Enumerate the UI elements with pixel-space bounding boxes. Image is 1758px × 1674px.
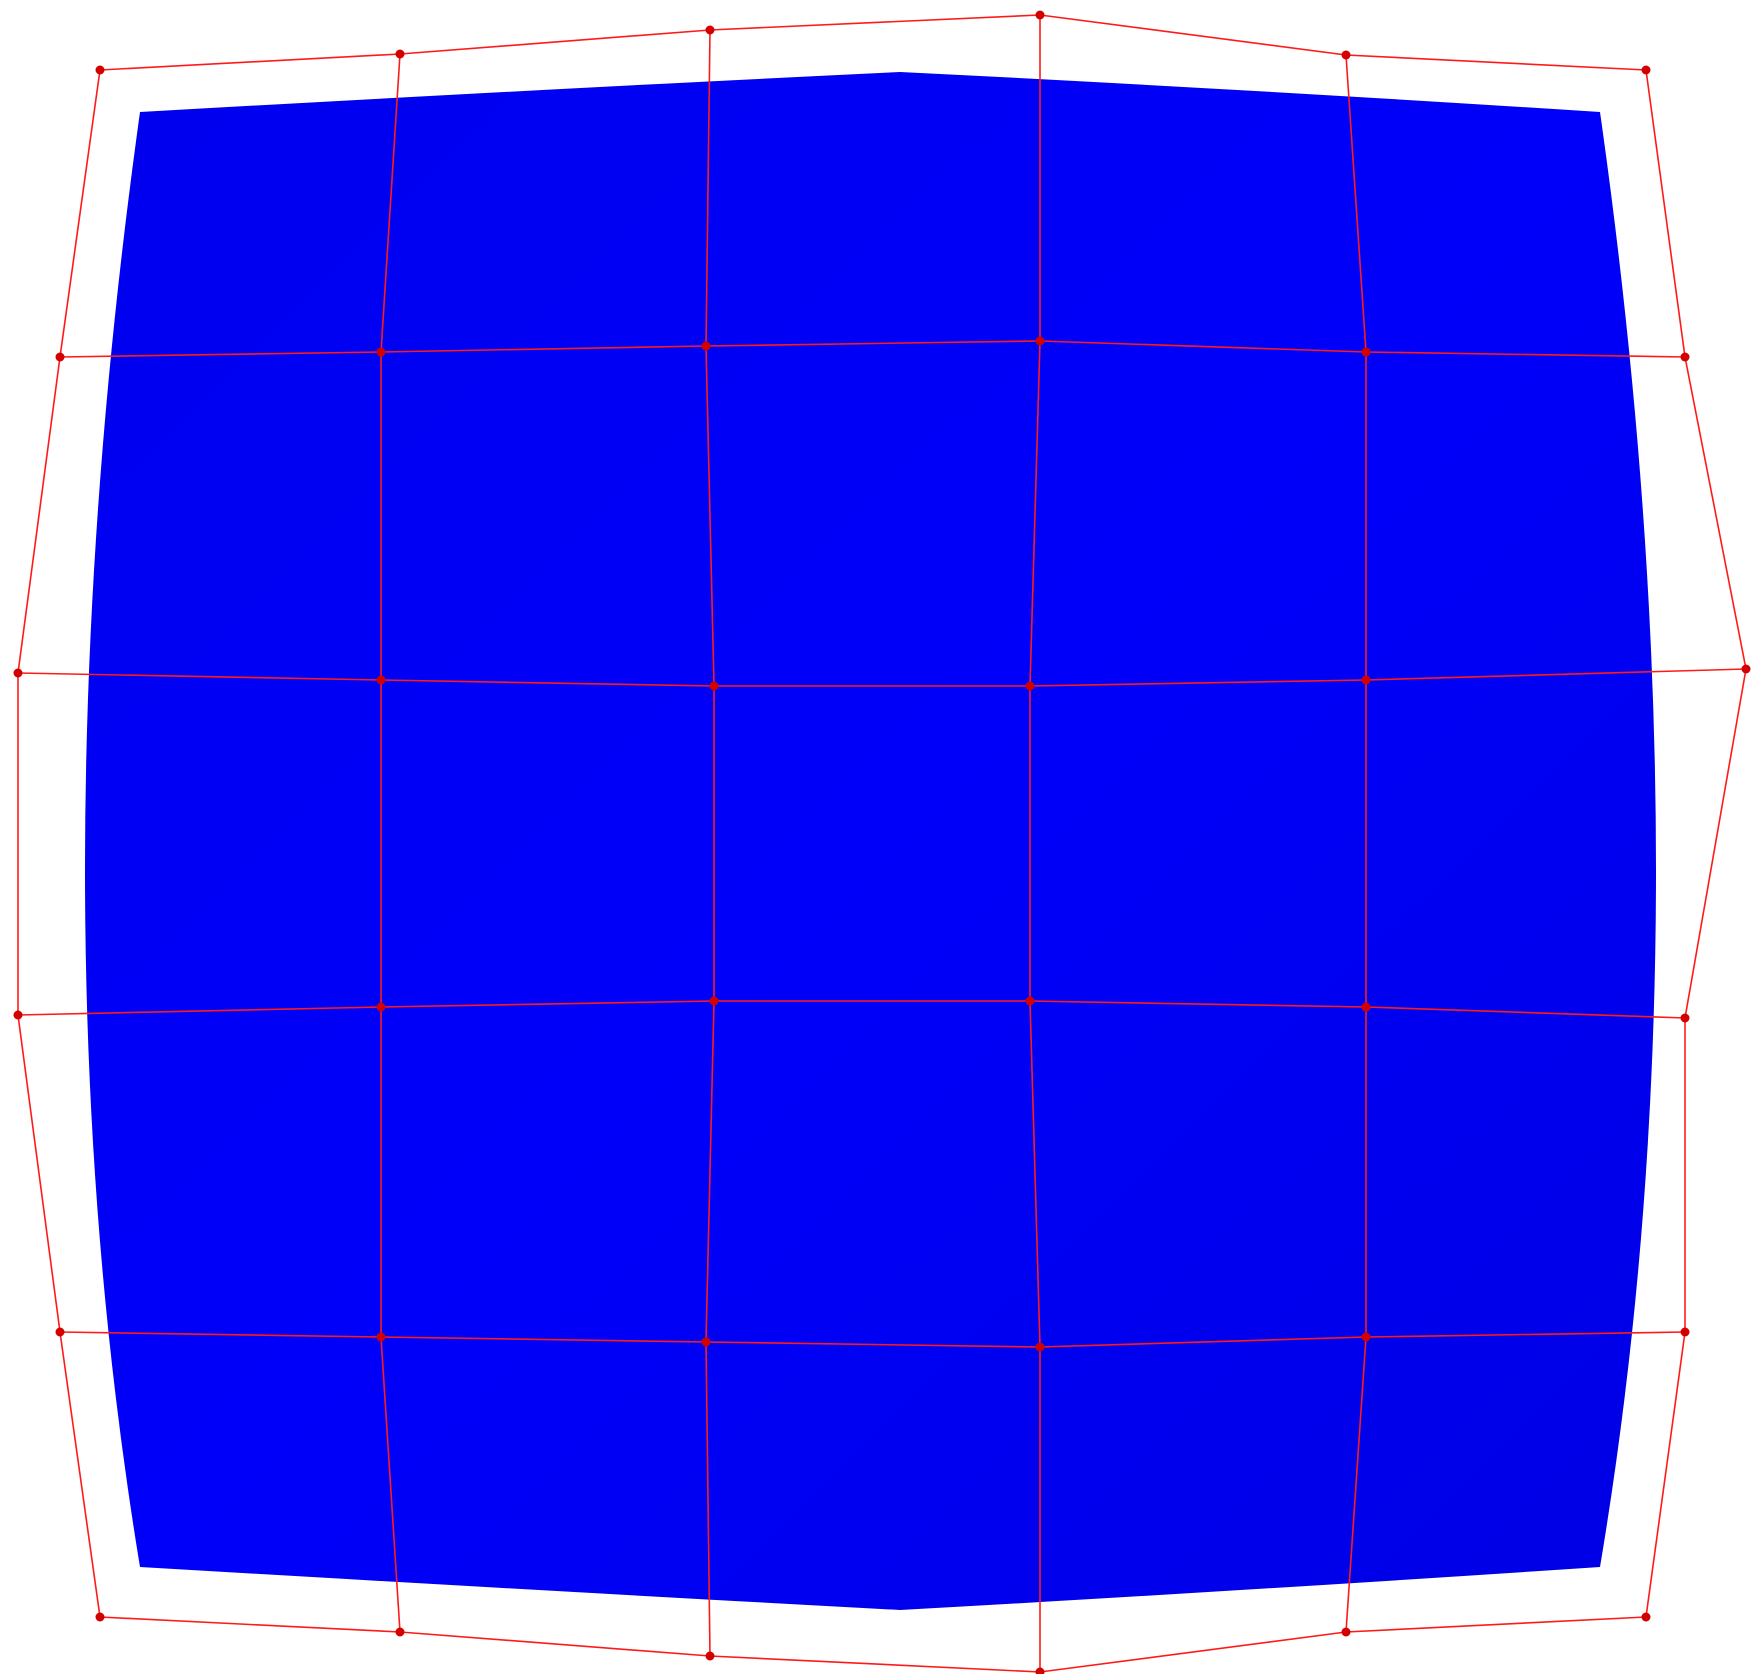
control-point[interactable] — [1641, 65, 1651, 75]
control-point[interactable] — [709, 681, 719, 691]
net-line-h — [380, 1000, 715, 1008]
net-line-h — [1029, 1000, 1367, 1008]
net-line-v — [59, 69, 101, 358]
net-line-v — [380, 1336, 401, 1633]
net-line-h — [1345, 54, 1647, 71]
net-line-h — [1365, 668, 1747, 681]
net-line-v — [1029, 340, 1041, 687]
control-point[interactable] — [1361, 1332, 1371, 1342]
control-point[interactable] — [1341, 1627, 1351, 1637]
control-points — [13, 10, 1751, 1674]
control-point[interactable] — [55, 352, 65, 362]
net-line-h — [709, 14, 1041, 31]
net-line-v — [1345, 1336, 1367, 1633]
control-point[interactable] — [1035, 1667, 1045, 1674]
net-line-h — [1365, 1331, 1686, 1338]
net-line-v — [1684, 668, 1747, 1019]
net-line-h — [1039, 14, 1347, 56]
control-point[interactable] — [95, 1612, 105, 1622]
net-line-h — [1365, 351, 1686, 358]
net-line-h — [1365, 1006, 1686, 1019]
net-line-h — [705, 340, 1041, 347]
control-point[interactable] — [1680, 1327, 1690, 1337]
net-line-h — [709, 1655, 1041, 1673]
control-point[interactable] — [1680, 352, 1690, 362]
net-line-v — [17, 356, 61, 674]
net-line-h — [1029, 679, 1367, 687]
control-point[interactable] — [1025, 996, 1035, 1006]
net-line-h — [380, 679, 715, 687]
control-point[interactable] — [1361, 347, 1371, 357]
net-line-v — [1684, 356, 1747, 670]
control-point[interactable] — [13, 668, 23, 678]
control-point[interactable] — [1361, 1002, 1371, 1012]
net-line-h — [380, 1336, 707, 1343]
net-line-h — [17, 1006, 382, 1016]
control-point[interactable] — [395, 1627, 405, 1637]
control-point[interactable] — [1741, 664, 1751, 674]
net-line-v — [59, 1331, 101, 1618]
control-point[interactable] — [395, 49, 405, 59]
control-point[interactable] — [1680, 1013, 1690, 1023]
control-point[interactable] — [376, 1332, 386, 1342]
control-point[interactable] — [1641, 1612, 1651, 1622]
control-point[interactable] — [376, 347, 386, 357]
control-point[interactable] — [13, 1010, 23, 1020]
control-point[interactable] — [55, 1327, 65, 1337]
net-line-v — [17, 1014, 61, 1333]
control-point[interactable] — [95, 65, 105, 75]
net-line-v — [705, 1341, 711, 1657]
net-line-h — [399, 29, 711, 55]
net-line-h — [59, 351, 382, 358]
net-line-v — [1029, 1000, 1041, 1348]
net-line-v — [1645, 1331, 1686, 1618]
control-point[interactable] — [1341, 50, 1351, 60]
net-line-h — [399, 1631, 711, 1657]
net-line-h — [1039, 340, 1367, 353]
net-line-v — [1345, 54, 1367, 353]
surface-patch — [85, 72, 1656, 1610]
net-line-h — [1345, 1616, 1647, 1633]
net-line-h — [99, 1616, 401, 1633]
net-line-h — [1039, 1631, 1347, 1673]
control-point[interactable] — [1035, 1342, 1045, 1352]
net-line-h — [1039, 1336, 1367, 1348]
net-line-v — [705, 29, 711, 347]
control-point[interactable] — [701, 341, 711, 351]
control-point[interactable] — [376, 1002, 386, 1012]
net-line-h — [705, 1341, 1041, 1348]
control-point[interactable] — [709, 996, 719, 1006]
net-line-h — [59, 1331, 382, 1338]
control-point[interactable] — [1035, 10, 1045, 20]
net-line-h — [17, 672, 382, 681]
net-line-v — [705, 1000, 715, 1343]
net-line-v — [380, 53, 401, 353]
net-line-v — [1645, 69, 1686, 358]
control-net — [17, 14, 1747, 1673]
control-point[interactable] — [376, 675, 386, 685]
control-point[interactable] — [705, 1651, 715, 1661]
net-line-h — [99, 53, 401, 71]
net-line-h — [380, 345, 707, 353]
net-line-v — [705, 345, 715, 687]
control-point[interactable] — [701, 1337, 711, 1347]
control-point[interactable] — [1035, 336, 1045, 346]
control-point[interactable] — [1025, 681, 1035, 691]
control-point[interactable] — [1361, 675, 1371, 685]
control-point[interactable] — [705, 25, 715, 35]
